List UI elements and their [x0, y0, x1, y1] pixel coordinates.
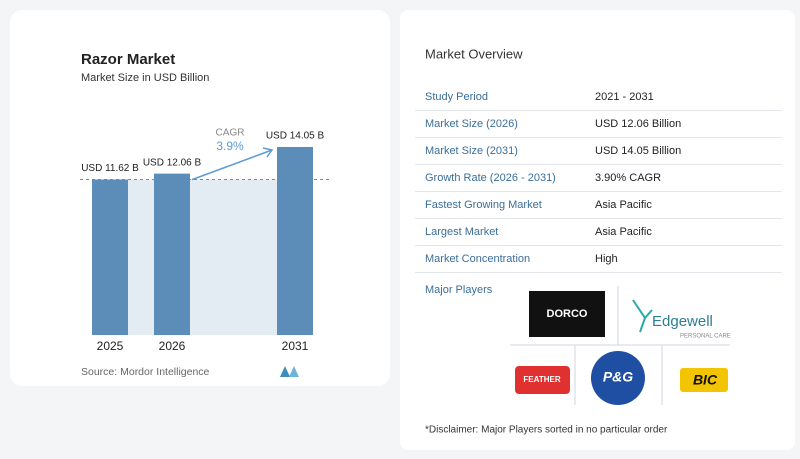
- overview-label: Market Size (2026): [425, 118, 518, 130]
- cagr-value: 3.9%: [216, 139, 244, 153]
- overview-label: Growth Rate (2026 - 2031): [425, 172, 556, 184]
- x-tick-label: 2025: [97, 339, 124, 353]
- overview-value: 3.90% CAGR: [595, 172, 661, 184]
- chart-title: Razor Market: [81, 51, 175, 68]
- shaded-area: [128, 179, 277, 335]
- logo-text: FEATHER: [523, 375, 560, 384]
- overview-value: Asia Pacific: [595, 199, 652, 211]
- data-label: USD 14.05 B: [266, 131, 325, 142]
- chart-subtitle: Market Size in USD Billion: [81, 72, 209, 84]
- logo-text: BIC: [693, 372, 718, 388]
- cagr-label: CAGR: [216, 128, 245, 139]
- overview-card: [400, 10, 795, 450]
- overview-label: Study Period: [425, 91, 488, 103]
- logo-grid: [510, 286, 730, 405]
- cagr-arrowhead: [262, 147, 274, 158]
- disclaimer: *Disclaimer: Major Players sorted in no …: [425, 425, 668, 436]
- overview-label: Largest Market: [425, 226, 498, 238]
- overview-label: Fastest Growing Market: [425, 199, 542, 211]
- logo-text: PERSONAL CARE: [680, 334, 731, 340]
- bic-logo: [680, 368, 728, 392]
- logo-text: DORCO: [547, 308, 588, 320]
- data-label: USD 12.06 B: [143, 157, 202, 168]
- feather-logo: [515, 366, 570, 394]
- logo-text: P&G: [603, 369, 633, 385]
- brand-logo: [280, 366, 299, 377]
- pg-logo: [591, 351, 645, 405]
- overview-label: Market Size (2031): [425, 145, 518, 157]
- edgewell-icon: [632, 299, 653, 333]
- overview-value: USD 14.05 Billion: [595, 145, 681, 157]
- bar: [277, 147, 313, 335]
- x-tick-label: 2026: [159, 339, 186, 353]
- overview-label: Market Concentration: [425, 253, 530, 265]
- dorco-logo: [529, 291, 605, 337]
- bar: [154, 173, 190, 335]
- source: Source: Mordor Intelligence: [81, 366, 210, 378]
- bar: [92, 179, 128, 335]
- data-label: USD 11.62 B: [81, 163, 139, 174]
- overview-value: High: [595, 253, 618, 265]
- players-title: Major Players: [425, 284, 493, 296]
- overview-title: Market Overview: [425, 46, 523, 61]
- overview-value: 2021 - 2031: [595, 91, 654, 103]
- cagr-arrow: [191, 149, 273, 181]
- overview-value: USD 12.06 Billion: [595, 118, 681, 130]
- overview-value: Asia Pacific: [595, 226, 652, 238]
- x-tick-label: 2031: [282, 339, 309, 353]
- logo-text: Edgewell: [652, 313, 713, 330]
